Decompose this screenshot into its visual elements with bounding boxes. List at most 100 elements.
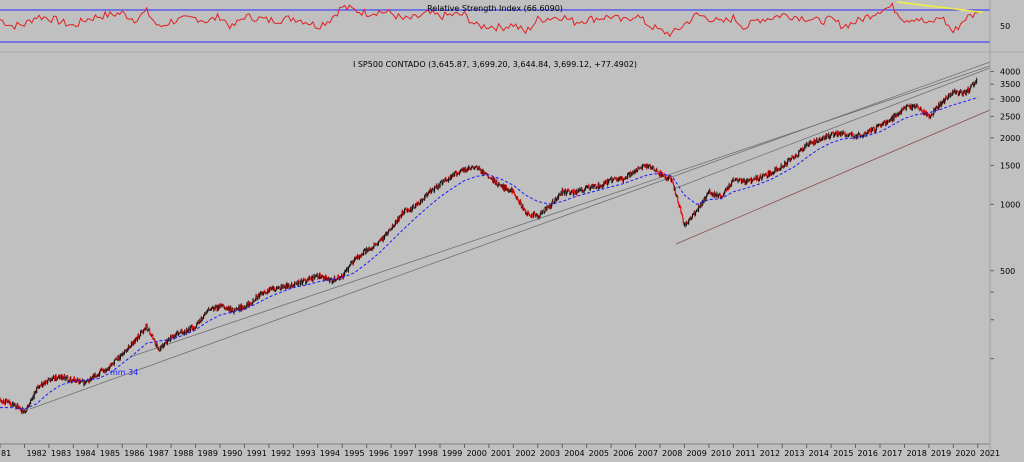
price-bar-body [85, 382, 87, 383]
price-bar-body [969, 86, 972, 89]
price-bar-body [122, 352, 125, 355]
price-bar-body [58, 376, 60, 379]
price-bar-body [786, 163, 788, 166]
price-bar-body [162, 344, 164, 346]
price-bar-body [578, 188, 580, 191]
x-tick-label: 2001 [491, 449, 511, 458]
price-bar-body [719, 193, 721, 195]
price-bar-body [220, 305, 222, 307]
price-bar-body [155, 343, 158, 347]
price-bar-body [851, 132, 853, 136]
price-bar-body [881, 122, 884, 126]
price-bar-body [930, 113, 932, 116]
price-bar-body [438, 184, 440, 186]
price-bar-body [228, 307, 230, 311]
price-bar-body [286, 283, 288, 285]
price-bar-body [388, 229, 390, 231]
price-bar-body [73, 377, 75, 381]
price-bar-body [690, 216, 692, 219]
price-bar-body [936, 107, 939, 108]
price-bar-body [927, 113, 929, 115]
price-bar-body [960, 90, 962, 92]
price-bar-body [395, 219, 397, 221]
price-bar-body [110, 364, 112, 366]
price-bar-body [100, 368, 103, 371]
price-bar-body [516, 196, 518, 199]
price-bar-body [559, 193, 561, 196]
price-bar-body [460, 169, 462, 172]
price-bar-body [957, 90, 959, 92]
price-bar-body [625, 177, 627, 179]
price-bar-body [556, 199, 558, 201]
price-bar-body [139, 335, 141, 337]
price-bar-body [177, 334, 180, 336]
price-bar-body [773, 171, 775, 173]
price-bar-body [539, 216, 541, 218]
price-bar-body [633, 171, 635, 174]
price-bar-body [819, 138, 821, 142]
price-bar-body [431, 189, 433, 191]
price-bar-body [479, 168, 481, 170]
price-bar-body [414, 207, 416, 209]
price-bar-body [591, 186, 593, 188]
price-bar-body [944, 98, 946, 100]
x-tick-label: 1992 [271, 449, 291, 458]
price-bar-body [6, 401, 8, 403]
price-bar-body [797, 155, 799, 157]
price-bar-body [317, 277, 319, 279]
price-bar-body [47, 377, 49, 381]
price-bar-body [787, 158, 789, 160]
price-bar-body [55, 375, 57, 380]
price-bar-body [694, 212, 697, 216]
price-bar-body [166, 339, 168, 344]
x-tick-label: 1990 [222, 449, 242, 458]
price-bar-body [42, 384, 44, 388]
price-bar-body [132, 343, 134, 346]
price-bar-body [433, 189, 435, 192]
price-bar-body [51, 379, 53, 381]
price-bar-body [949, 93, 951, 97]
price-bar-body [96, 376, 98, 378]
price-bar-body [817, 141, 819, 143]
price-bar-body [798, 151, 800, 152]
price-bar-body [46, 382, 48, 384]
price-bar-body [536, 213, 538, 215]
price-bar-body [193, 327, 195, 329]
price-bar-body [447, 179, 449, 182]
price-bar-body [257, 297, 259, 300]
price-bar-body [234, 308, 236, 311]
price-bar-body [251, 302, 253, 304]
price-bar-body [929, 115, 931, 118]
price-bar-body [817, 141, 819, 143]
price-bar-body [184, 330, 186, 335]
price-bar-body [760, 174, 762, 178]
price-bar-body [500, 185, 502, 187]
price-bar-body [292, 285, 294, 287]
price-bar-body [852, 132, 854, 135]
price-bar-body [458, 173, 460, 175]
price-bar-body [404, 208, 406, 210]
price-bar-body [723, 194, 725, 197]
price-bar-body [347, 267, 349, 272]
price-bar-body [615, 178, 617, 179]
price-bar-body [532, 216, 534, 218]
price-bar-body [751, 179, 753, 181]
x-tick-label: 2002 [515, 449, 535, 458]
price-bar-body [130, 346, 132, 348]
price-bar-body [776, 167, 778, 172]
price-bar-body [323, 276, 325, 279]
price-bar-body [789, 158, 791, 161]
price-bar-body [918, 107, 920, 109]
price-bar-body [365, 248, 367, 254]
price-bar-body [837, 131, 840, 134]
price-bar-body [445, 177, 447, 182]
price-bar-body [300, 279, 302, 281]
price-bar-body [425, 194, 427, 197]
price-bar-body [888, 120, 890, 122]
price-bar-body [380, 239, 382, 241]
price-bar-body [391, 224, 393, 229]
price-bar-body [759, 178, 761, 180]
price-bar-body [801, 148, 803, 151]
price-bar-body [408, 209, 410, 211]
price-bar-body [54, 380, 56, 381]
